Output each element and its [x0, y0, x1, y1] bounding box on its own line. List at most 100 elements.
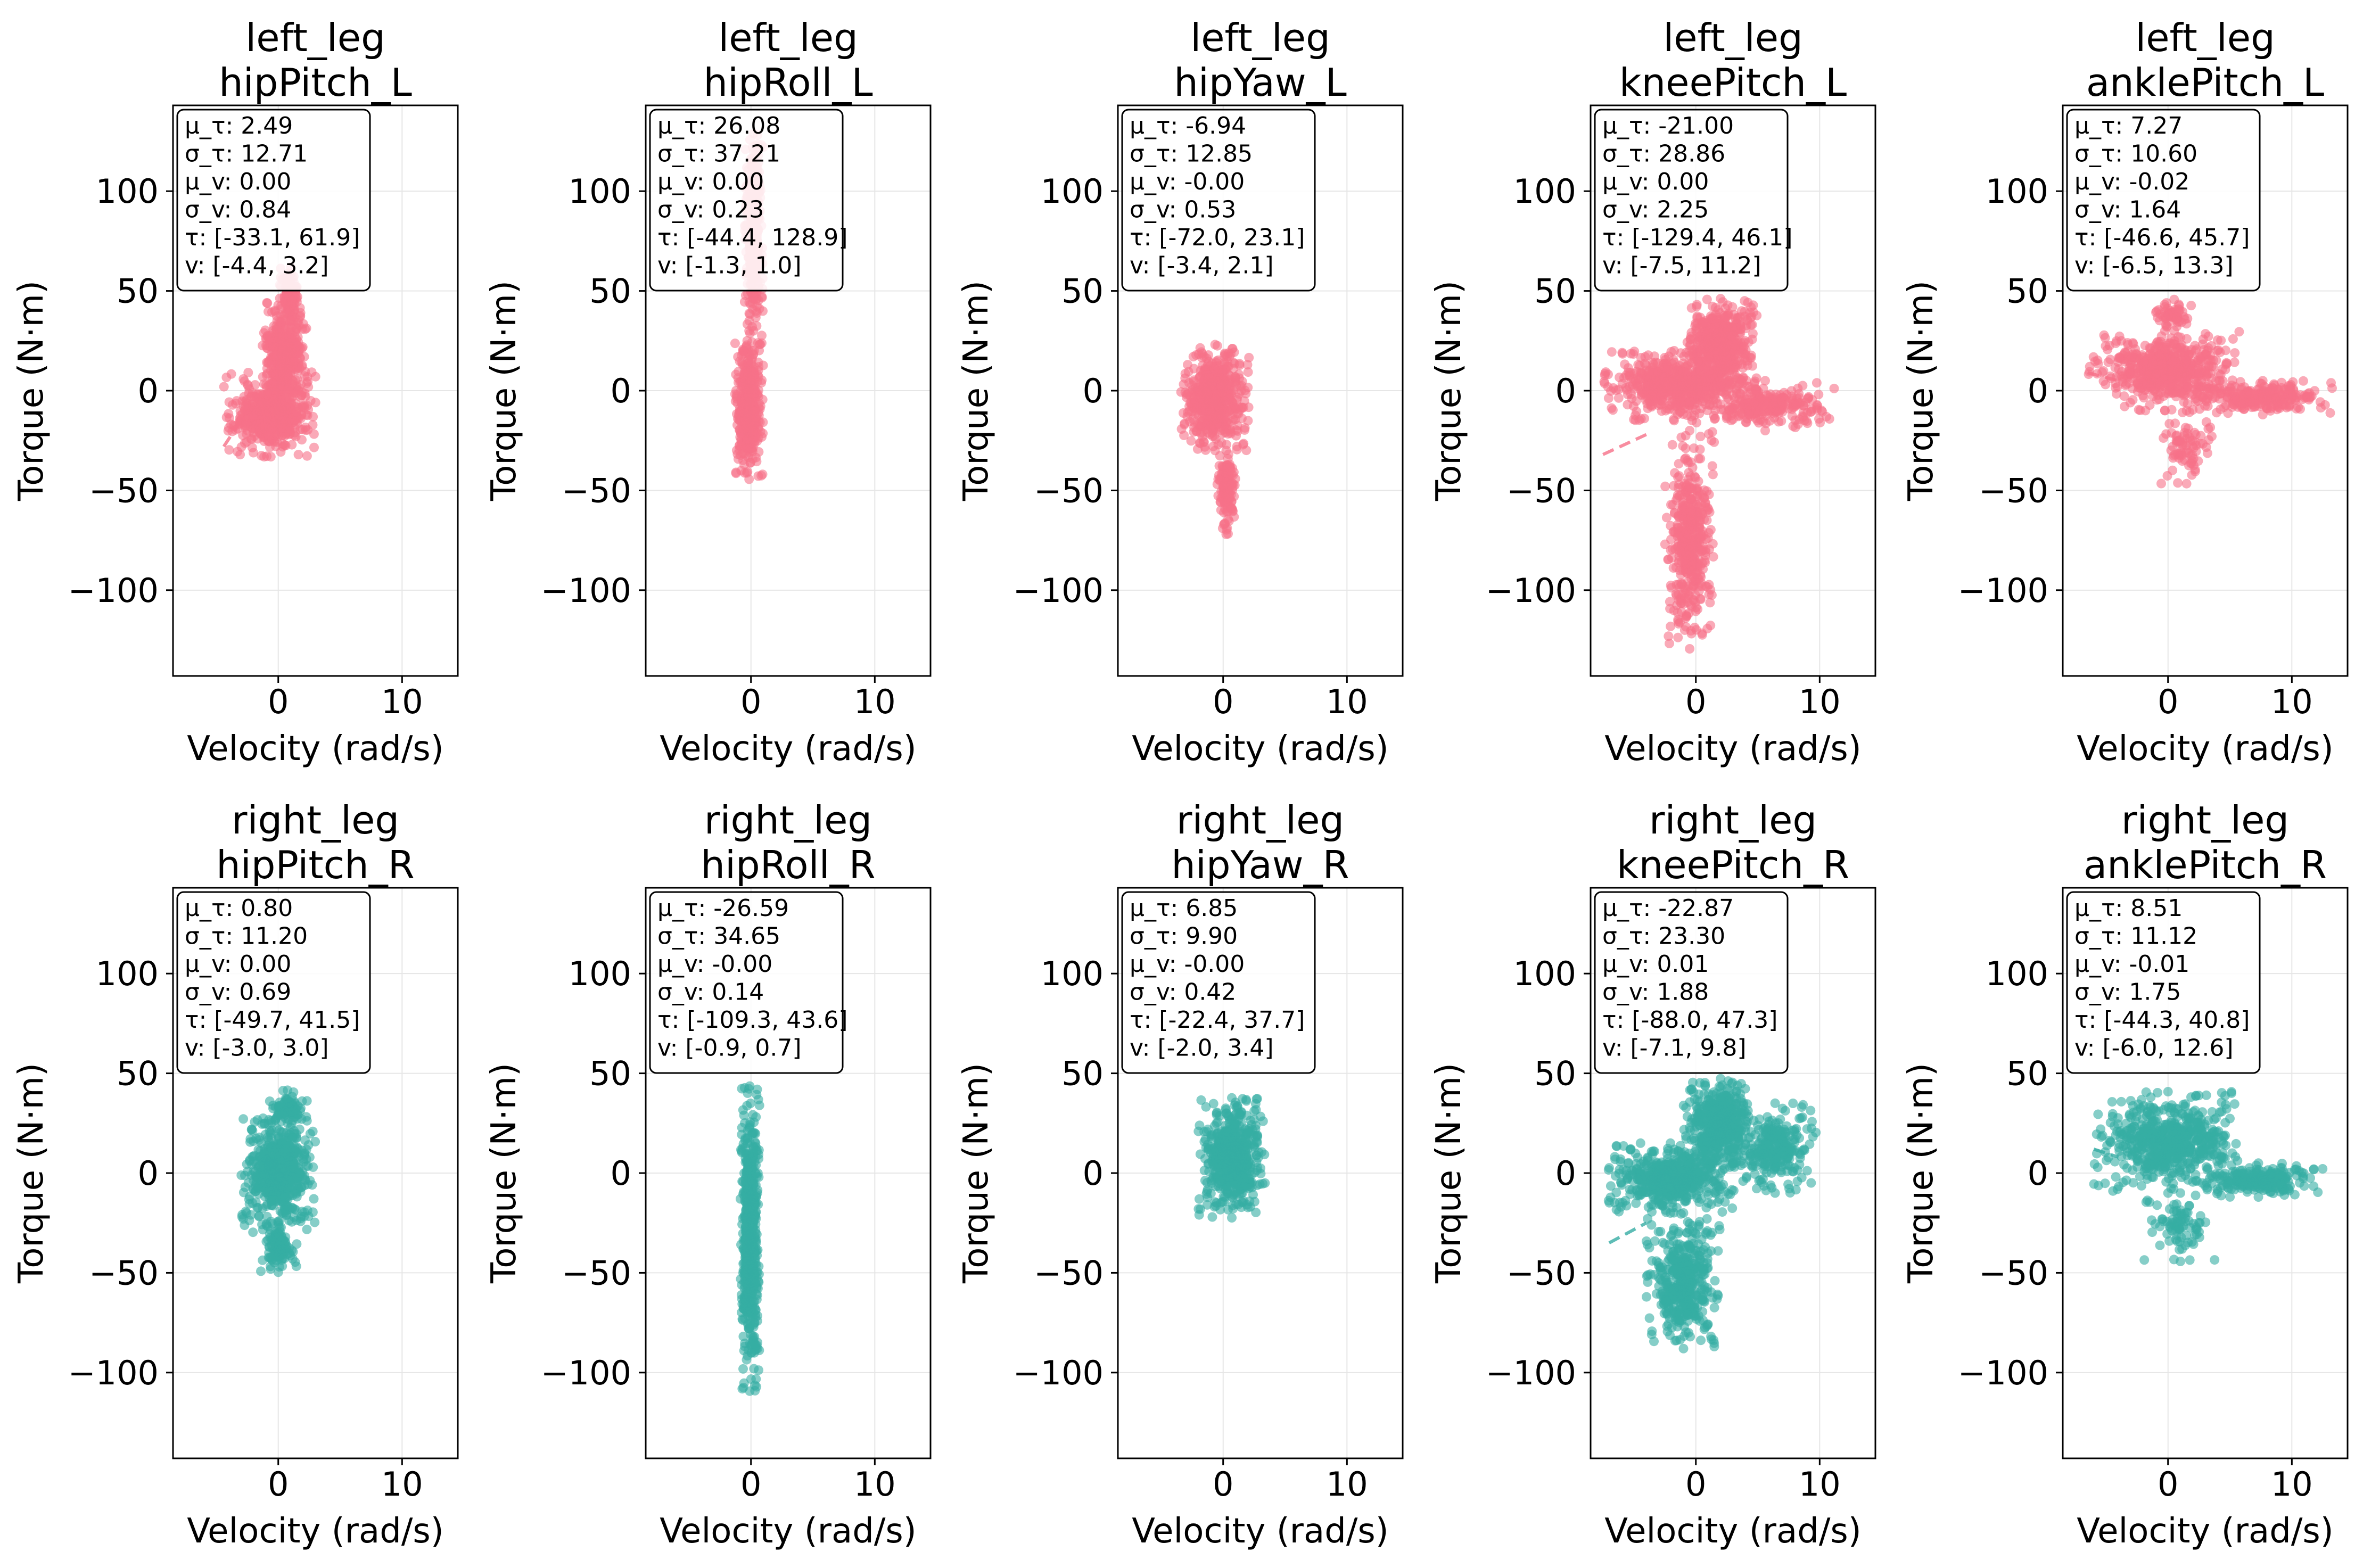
chart0-point	[296, 379, 306, 390]
chart0-point	[225, 413, 234, 423]
chart3-point	[1685, 397, 1695, 407]
chart3-point	[1704, 490, 1714, 499]
chart0-point	[289, 316, 299, 326]
chart2-ytick-label-4: 100	[1041, 172, 1104, 211]
chart4-point	[2128, 395, 2138, 405]
chart2-point	[1241, 445, 1252, 456]
chart0-stat-5: v: [-4.4, 3.2]	[185, 252, 329, 279]
chart0-point	[243, 379, 252, 390]
chart1-point	[756, 378, 767, 388]
chart3-stat-3: σ_v: 2.25	[1602, 196, 1709, 224]
chart3-title-line-2: kneePitch_L	[1619, 60, 1847, 105]
chart0-stat-1: σ_τ: 12.71	[185, 141, 308, 168]
chart3-point	[1613, 393, 1624, 403]
chart1-point	[754, 447, 764, 457]
chart2-point	[1188, 352, 1198, 362]
chart0-point	[262, 382, 272, 392]
chart2-stat-5: v: [-3.4, 2.1]	[1130, 252, 1274, 279]
chart0-point	[224, 445, 234, 455]
chart3-point	[1681, 559, 1691, 569]
chart1-point	[739, 370, 749, 380]
chart3-ytick-label-0: −100	[1486, 571, 1576, 610]
chart0-point	[272, 350, 282, 360]
chart0-point	[298, 425, 308, 434]
chart3-point	[1636, 374, 1646, 384]
chart3-point	[1713, 327, 1723, 337]
chart3-point	[1760, 376, 1770, 386]
chart3-point	[1658, 376, 1668, 386]
chart0-point	[297, 387, 307, 397]
chart3-point	[1796, 398, 1806, 408]
chart0-xtick-label-0: 0	[268, 682, 289, 721]
chart2-point	[1221, 529, 1231, 539]
chart0-point	[262, 298, 272, 308]
chart3-point	[1724, 405, 1734, 415]
chart4-point	[2228, 334, 2238, 344]
chart3-point	[1685, 426, 1695, 435]
chart0-point	[302, 451, 312, 461]
chart2-point	[1216, 379, 1226, 390]
chart3-point	[1684, 482, 1694, 492]
chart1-point	[747, 426, 758, 436]
chart3-point	[1709, 414, 1719, 424]
chart0-point	[246, 422, 256, 432]
chart3-point	[1708, 369, 1718, 379]
chart0-point	[310, 398, 320, 408]
chart2-ytick-label-2: 0	[1083, 372, 1104, 410]
chart3-xlabel: Velocity (rad/s)	[1604, 729, 1861, 769]
chart0-point	[264, 307, 273, 317]
chart0-fit-line	[222, 409, 249, 448]
chart0-point	[282, 352, 292, 362]
chart0-ytick-label-2: 0	[138, 372, 159, 410]
chart3-point	[1673, 632, 1683, 642]
chart0-point	[282, 292, 292, 302]
chart3-point	[1804, 393, 1814, 403]
chart0-point	[268, 342, 278, 352]
chart3-point	[1680, 593, 1690, 603]
chart1-stat-0: μ_τ: 26.08	[657, 112, 780, 139]
chart2-point	[1222, 507, 1232, 517]
chart2-point	[1231, 431, 1241, 441]
chart3-point	[1705, 342, 1715, 352]
chart3-fit-line	[1602, 433, 1647, 456]
chart2-point	[1244, 402, 1254, 412]
chart3-point	[1799, 415, 1809, 425]
chart1-title-line-1: left_leg	[718, 15, 858, 60]
chart1-title-line-2: hipRoll_L	[703, 60, 872, 105]
chart2-point	[1204, 373, 1214, 383]
chart3-point	[1730, 326, 1740, 336]
chart1-point	[754, 362, 764, 372]
chart3-point	[1719, 364, 1730, 374]
chart0-point	[309, 442, 319, 452]
chart3-point	[1681, 550, 1691, 560]
chart3-point	[1759, 397, 1769, 407]
chart3-ytick-label-4: 100	[1513, 172, 1576, 211]
chart4-point	[2215, 347, 2225, 357]
chart3-point	[1697, 376, 1707, 386]
chart2-point	[1179, 379, 1189, 389]
chart2-point	[1186, 436, 1196, 446]
chart1-stat-4: τ: [-44.4, 128.9]	[657, 224, 847, 251]
chart1-point	[731, 369, 741, 379]
chart3-point	[1674, 471, 1684, 481]
chart3-point	[1760, 426, 1770, 435]
chart3-point	[1636, 353, 1646, 362]
chart3-point	[1705, 544, 1714, 555]
chart3-point	[1693, 560, 1703, 570]
chart3-point	[1752, 416, 1763, 426]
chart0-point	[269, 369, 279, 379]
chart2-point	[1180, 369, 1190, 378]
chart3-point	[1690, 597, 1700, 607]
chart4-points	[2084, 294, 2337, 489]
chart2-point	[1231, 376, 1240, 386]
chart2-point	[1197, 353, 1207, 363]
chart3-point	[1660, 481, 1670, 491]
chart3-point	[1704, 429, 1714, 439]
chart1-point	[743, 443, 753, 453]
chart1-xtick-label-0: 0	[740, 682, 761, 721]
chart0-xtick-label-1: 10	[381, 682, 423, 721]
chart0-point	[240, 438, 250, 448]
